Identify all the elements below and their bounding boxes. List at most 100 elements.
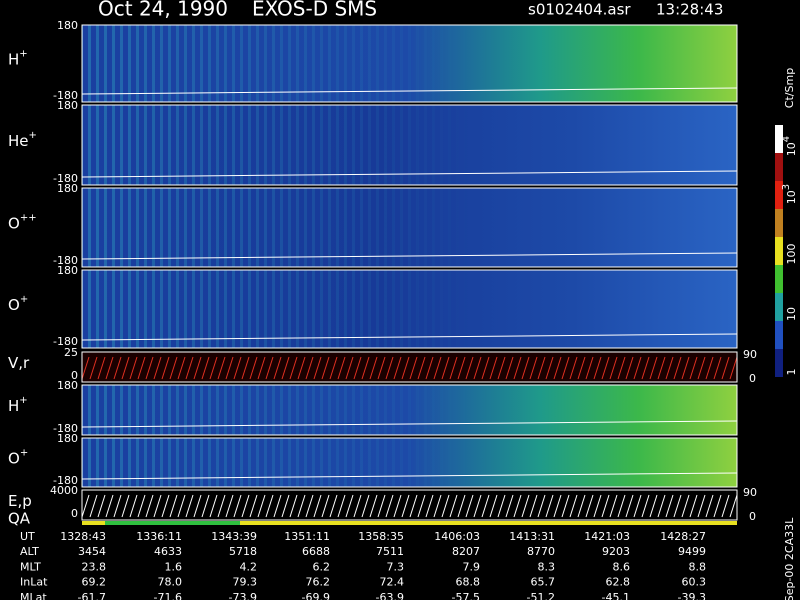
cell: -51.2 <box>527 591 555 600</box>
cell: 79.3 <box>233 576 258 589</box>
colorbar-label: 104 <box>781 136 798 156</box>
trace <box>617 494 626 518</box>
cell: 76.2 <box>306 576 331 589</box>
trace <box>337 494 346 518</box>
colorbar-segment <box>775 349 783 377</box>
trace <box>345 494 354 518</box>
trace <box>593 494 602 518</box>
cell: 7.9 <box>463 560 481 573</box>
trace <box>145 356 154 380</box>
trace <box>401 356 410 380</box>
trace <box>585 356 594 380</box>
trace <box>289 494 298 518</box>
trace <box>673 356 682 380</box>
trace <box>529 356 538 380</box>
trace <box>89 356 98 380</box>
trace <box>553 356 562 380</box>
colorbar-label: 1 <box>785 369 798 376</box>
cell: 4.2 <box>240 560 258 573</box>
trace <box>721 494 730 518</box>
trace <box>193 494 202 518</box>
qa-bar <box>82 521 737 525</box>
trace <box>601 356 610 380</box>
trace <box>313 494 322 518</box>
trace <box>329 356 338 380</box>
trace <box>713 494 722 518</box>
trace <box>553 494 562 518</box>
trace <box>345 356 354 380</box>
cell: 9499 <box>678 545 706 558</box>
trace <box>729 356 738 380</box>
y-tick-label: 0 <box>71 369 78 382</box>
panel-label-sup: + <box>19 49 27 60</box>
trace <box>673 494 682 518</box>
colorbar-label: 103 <box>781 184 798 204</box>
colorbar-label-base: 100 <box>785 244 798 265</box>
qa-bar-good <box>105 521 240 525</box>
trace <box>473 494 482 518</box>
panel-frame <box>81 437 738 488</box>
panel-label-sup: + <box>29 130 37 141</box>
trace <box>449 494 458 518</box>
row-name: InLat <box>20 576 48 589</box>
trace <box>561 356 570 380</box>
trace <box>193 356 202 380</box>
trace <box>449 356 458 380</box>
trace <box>537 356 546 380</box>
trace <box>513 494 522 518</box>
y-tick-label: 4000 <box>50 484 78 497</box>
trace <box>433 356 442 380</box>
trace <box>257 356 266 380</box>
trace <box>289 356 298 380</box>
colorbar-label-base: 1 <box>785 369 798 376</box>
trace-line <box>81 420 738 428</box>
colorbar-segment <box>775 181 783 209</box>
trace <box>185 494 194 518</box>
cell: 1413:31 <box>509 530 555 543</box>
trace <box>609 494 618 518</box>
trace <box>369 356 378 380</box>
colorbar-segment <box>775 209 783 237</box>
colorbar-label: 100 <box>785 244 798 265</box>
colorbar-segment <box>775 265 783 293</box>
trace <box>185 356 194 380</box>
trace <box>649 356 658 380</box>
trace <box>257 494 266 518</box>
cell: 1336:11 <box>136 530 182 543</box>
trace <box>681 494 690 518</box>
trace <box>505 494 514 518</box>
trace <box>521 494 530 518</box>
panel-label: O++ <box>8 213 37 233</box>
trace <box>129 356 138 380</box>
trace <box>369 494 378 518</box>
cell: 3454 <box>78 545 106 558</box>
trace <box>209 494 218 518</box>
panel-label-sup: + <box>20 294 28 305</box>
trace <box>689 494 698 518</box>
cell: 1406:03 <box>434 530 480 543</box>
trace <box>569 494 578 518</box>
trace <box>617 356 626 380</box>
panel-frame <box>81 269 738 349</box>
panel-label-base: O <box>8 449 20 467</box>
trace <box>441 494 450 518</box>
side-note: Sep-00 2CA33L <box>783 517 796 600</box>
cell: 1421:03 <box>584 530 630 543</box>
panel-label: V,r <box>8 354 30 372</box>
trace <box>489 356 498 380</box>
trace <box>129 494 138 518</box>
trace <box>81 356 90 380</box>
y-tick-label: -180 <box>53 422 78 435</box>
trace <box>113 356 122 380</box>
trace <box>641 356 650 380</box>
colorbar-label-sup: 3 <box>781 184 792 190</box>
trace <box>305 356 314 380</box>
panel-frame <box>81 384 738 436</box>
panel-label: O+ <box>8 294 28 314</box>
colorbar-segment <box>775 153 783 181</box>
y-tick-label: 180 <box>57 264 78 277</box>
trace <box>273 356 282 380</box>
trace <box>177 356 186 380</box>
